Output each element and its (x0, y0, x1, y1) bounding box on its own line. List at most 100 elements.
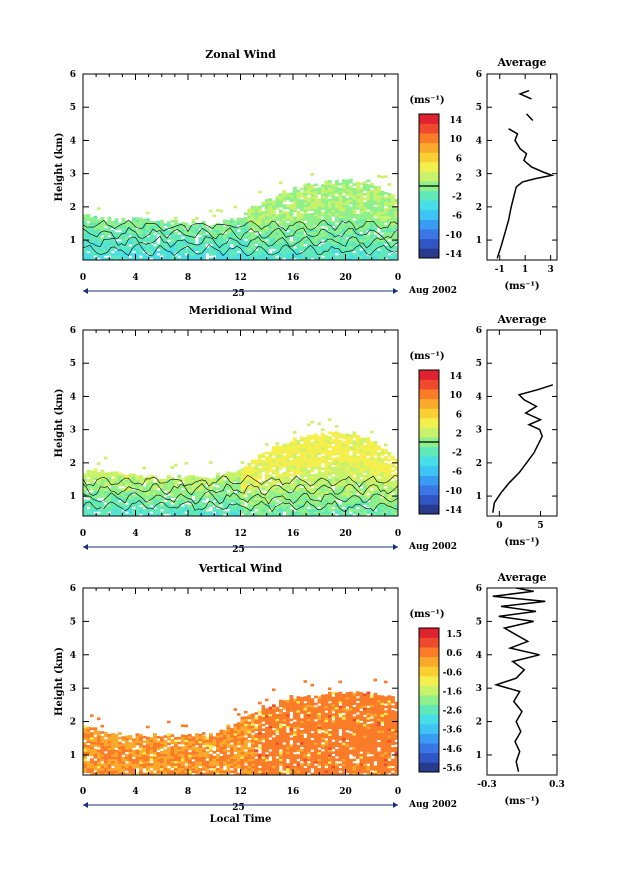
heatmap-cell (328, 234, 332, 237)
heatmap-cell (226, 234, 231, 237)
heatmap-cell (377, 241, 381, 245)
heatmap-cell (328, 217, 332, 221)
heatmap-cell (349, 257, 353, 261)
heatmap-cell (205, 486, 210, 490)
heatmap-cell (272, 478, 276, 482)
heatmap-cell (265, 234, 269, 237)
heatmap-cell (258, 224, 262, 228)
heatmap-cell (97, 474, 101, 478)
heatmap-cell (107, 232, 112, 236)
heatmap-cell (111, 511, 115, 514)
heatmap-cell (317, 250, 322, 254)
heatmap-cell (205, 229, 210, 233)
heatmap-cell (181, 229, 185, 232)
heatmap-cell (198, 248, 203, 252)
heatmap-cell (363, 243, 367, 247)
heatmap-cell (118, 509, 122, 512)
heatmap-cell (90, 236, 94, 239)
heatmap-cell (335, 217, 339, 221)
heatmap-cell (128, 239, 133, 243)
heatmap-cell (359, 467, 364, 471)
heatmap-cell (387, 213, 392, 217)
heatmap-cell (125, 475, 129, 478)
heatmap-cell (100, 255, 105, 259)
heatmap-cell (114, 765, 119, 769)
heatmap-cell (149, 500, 154, 503)
heatmap-cell (139, 252, 143, 256)
heatmap-cell (370, 231, 374, 235)
heatmap-cell (93, 491, 98, 494)
heatmap-cell (279, 476, 283, 479)
heatmap-cell (240, 508, 245, 512)
heatmap-cell (380, 246, 385, 249)
heatmap-cell (121, 252, 126, 256)
heatmap-cell (359, 465, 364, 468)
heatmap-cell (282, 457, 287, 461)
heatmap-cell (83, 751, 87, 755)
heatmap-cell (268, 214, 273, 217)
heatmap-cell (240, 468, 245, 472)
heatmap-cell (156, 492, 161, 496)
heatmap-cell (317, 205, 322, 209)
heatmap-cell (345, 471, 350, 474)
heatmap-cell (86, 761, 91, 764)
heatmap-cell (125, 477, 129, 480)
heatmap-cell (317, 245, 322, 249)
heatmap-cell (216, 737, 220, 741)
heatmap-cell (331, 200, 336, 203)
heatmap-cell (391, 255, 395, 258)
heatmap-cell (370, 248, 374, 251)
heatmap-cell (100, 471, 105, 475)
heatmap-cell (342, 236, 346, 240)
heatmap-cell (261, 504, 266, 507)
heatmap-cell (380, 485, 385, 489)
heatmap-cell (100, 232, 105, 236)
heatmap-cell (135, 255, 140, 258)
heatmap-cell (146, 257, 150, 261)
heatmap-cell (314, 229, 318, 233)
heatmap-cell (363, 218, 367, 221)
heatmap-cell (142, 752, 147, 755)
heatmap-cell (202, 225, 206, 229)
heatmap-cell (174, 484, 178, 487)
heatmap-cell (349, 488, 353, 491)
heatmap-cell (121, 483, 126, 487)
heatmap-cell (314, 257, 318, 261)
heatmap-cell (282, 506, 287, 510)
heatmap-cell (328, 189, 332, 193)
heatmap-cell (394, 206, 399, 209)
y-tick-label: 5 (70, 359, 76, 369)
heatmap-cell (272, 216, 276, 219)
heatmap-cell (90, 492, 94, 495)
heatmap-cell (265, 470, 269, 473)
heatmap-cell (314, 232, 318, 235)
profile-x-tick-label: 1 (522, 265, 528, 275)
heatmap-cell (373, 478, 378, 482)
heatmap-cell (394, 210, 399, 214)
heatmap-cell (139, 486, 143, 490)
heatmap-cell (97, 761, 101, 764)
heatmap-cell (363, 232, 367, 235)
heatmap-cell (345, 197, 350, 201)
heatmap-cell (111, 751, 115, 755)
heatmap-cell (356, 207, 360, 210)
heatmap-cell (216, 253, 220, 256)
heatmap-cell (86, 486, 91, 489)
heatmap-cell (132, 473, 136, 477)
heatmap-cell (219, 246, 224, 249)
heatmap-cell (328, 485, 332, 489)
heatmap-cell (349, 213, 353, 217)
heatmap-cell (366, 204, 371, 208)
heatmap-cell (156, 513, 161, 517)
heatmap-cell (282, 204, 287, 207)
heatmap-cell (174, 753, 178, 757)
heatmap-cell (282, 213, 287, 217)
heatmap-cell (226, 501, 231, 505)
colorbar-tick-label: -6 (452, 468, 462, 478)
heatmap-cell (149, 225, 154, 229)
heatmap-cell (118, 477, 122, 480)
heatmap-cell (125, 763, 129, 766)
heatmap-cell (125, 479, 129, 483)
heatmap-cell (90, 732, 94, 735)
heatmap-cell (366, 451, 371, 454)
